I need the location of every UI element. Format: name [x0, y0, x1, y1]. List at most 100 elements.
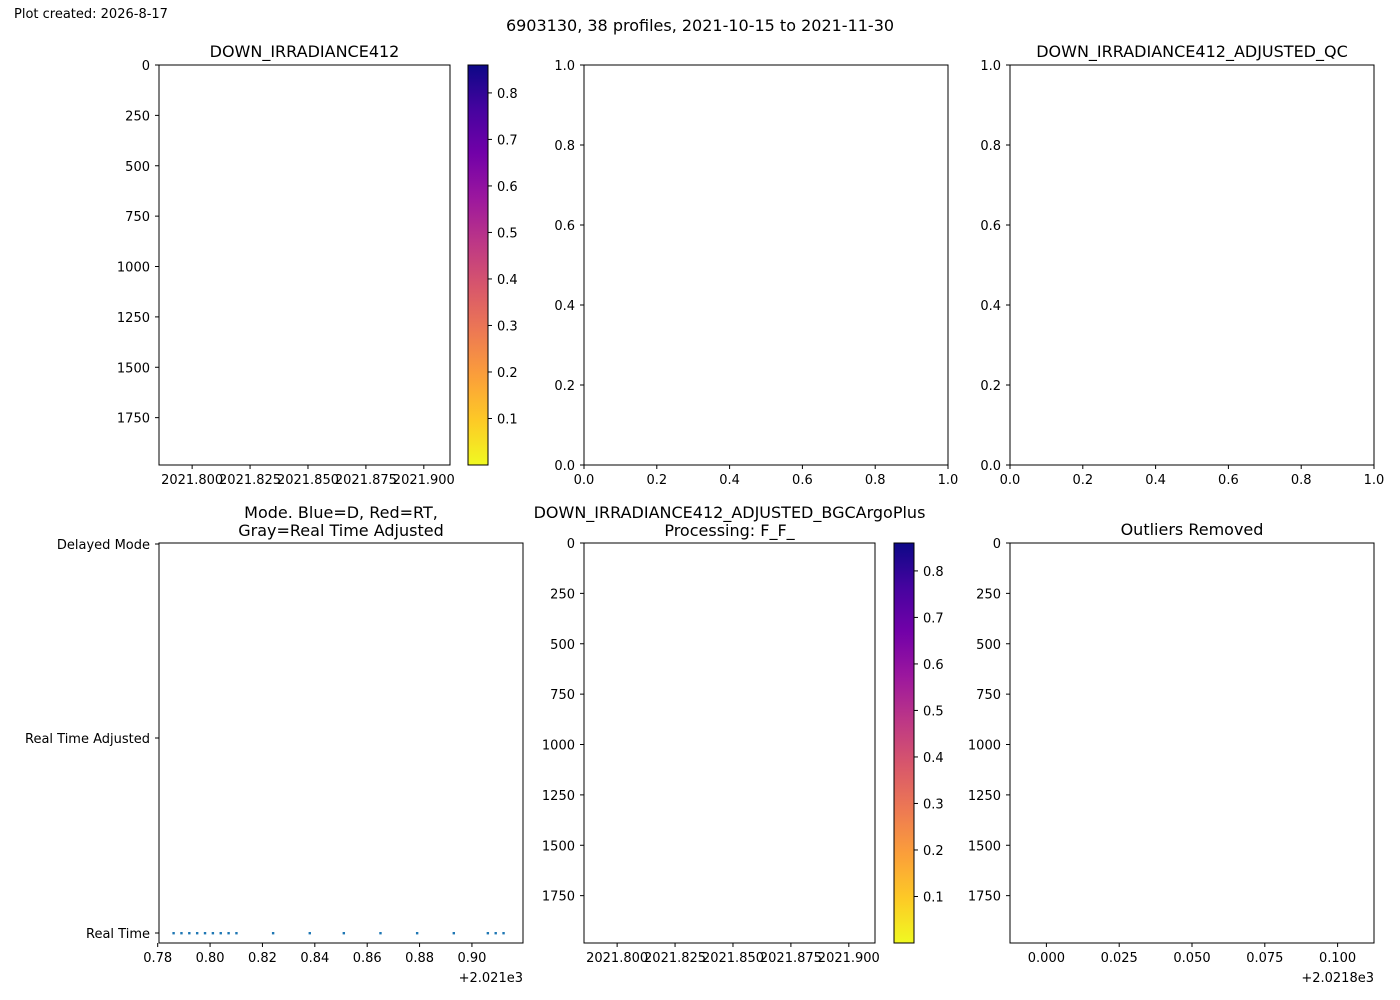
p2-x-tick: 0.8	[865, 473, 886, 488]
p1-y-tick: 750	[125, 210, 150, 225]
p4-x-tick: 0.88	[405, 951, 434, 966]
p1-x-tick: 2021.875	[335, 473, 397, 488]
p2-axes	[583, 64, 949, 466]
p2-y-tick: 0.8	[554, 139, 575, 154]
p2-y-tick: 0.6	[554, 219, 575, 234]
p2-x-tick: 0.6	[792, 473, 813, 488]
p3-x-tick: 0.2	[1072, 473, 1093, 488]
p2-x-tick: 0.0	[574, 473, 595, 488]
p4-point	[227, 932, 230, 935]
p5-x-tick: 2021.800	[586, 951, 648, 966]
p4-point	[452, 932, 456, 935]
p5-y-tick: 250	[550, 587, 575, 602]
p6-y-tick: 1750	[968, 890, 1001, 905]
p4-y-tick: Delayed Mode	[57, 538, 150, 553]
p4-point	[195, 932, 199, 935]
p2-x-tick: 0.2	[646, 473, 667, 488]
p4-point	[308, 932, 311, 935]
p6-y-tick: 0	[993, 537, 1001, 552]
p4-axes	[158, 542, 524, 944]
p2-x-tick: 0.4	[719, 473, 740, 488]
p6-y-tick: 250	[976, 587, 1001, 602]
p5-y-tick: 1000	[542, 739, 575, 754]
p6-y-tick: 750	[976, 688, 1001, 703]
p1-colorbar-tick: 0.5	[497, 226, 518, 241]
p5-y-tick: 1250	[542, 789, 575, 804]
p6-x-tick: 0.000	[1028, 951, 1065, 966]
p4-x-offset: +2.021e3	[459, 971, 523, 986]
figure-title: 6903130, 38 profiles, 2021-10-15 to 2021…	[505, 16, 895, 35]
p5-title: DOWN_IRRADIANCE412_ADJUSTED_BGCArgoPlus	[534, 503, 926, 523]
p6-x-tick: 0.050	[1173, 951, 1210, 966]
p3-y-tick: 0.4	[980, 299, 1001, 314]
p1-axes	[158, 64, 451, 466]
p4-x-tick: 0.86	[353, 951, 382, 966]
p5-y-tick: 750	[550, 688, 575, 703]
p1-colorbar-tick: 0.1	[497, 412, 518, 427]
p2-y-tick: 0.4	[554, 299, 575, 314]
p5-y-tick: 1750	[542, 890, 575, 905]
p4-x-tick: 0.78	[143, 951, 172, 966]
p1-y-tick: 0	[142, 59, 150, 74]
p4-point	[502, 932, 505, 935]
p2-y-tick: 0.0	[554, 459, 575, 474]
p1-y-tick: 500	[125, 160, 150, 175]
p1-colorbar-tick: 0.8	[497, 87, 518, 102]
p4-point	[180, 932, 183, 935]
p6-x-tick: 0.100	[1319, 951, 1356, 966]
p3-y-tick: 1.0	[980, 59, 1001, 74]
p4-point	[271, 932, 275, 935]
p1-title: DOWN_IRRADIANCE412	[210, 42, 400, 62]
p4-point	[211, 932, 215, 935]
p2-x-tick: 1.0	[938, 473, 959, 488]
p5-colorbar-tick: 0.5	[923, 704, 944, 719]
p5-colorbar	[893, 542, 915, 944]
p1-x-tick: 2021.900	[393, 473, 455, 488]
p5-colorbar-tick: 0.3	[923, 797, 944, 812]
p4-y-tick: Real Time Adjusted	[25, 732, 150, 747]
p5-colorbar-tick: 0.2	[923, 844, 944, 859]
p1-y-tick: 1250	[117, 311, 150, 326]
p5-y-tick: 500	[550, 638, 575, 653]
p5-x-tick: 2021.875	[760, 951, 822, 966]
p4-point	[188, 932, 191, 935]
p1-x-tick: 2021.800	[161, 473, 223, 488]
p1-y-tick: 250	[125, 109, 150, 124]
p5-y-tick: 0	[567, 537, 575, 552]
p3-y-tick: 0.8	[980, 139, 1001, 154]
p5-x-tick: 2021.825	[644, 951, 706, 966]
p5-title-line2: Processing: F_F_	[664, 521, 795, 541]
p5-colorbar-tick: 0.1	[923, 890, 944, 905]
p2-y-tick: 1.0	[554, 59, 575, 74]
p3-y-tick: 0.6	[980, 219, 1001, 234]
p1-y-tick: 1000	[117, 261, 150, 276]
p4-point	[379, 932, 382, 935]
p6-title: Outliers Removed	[1121, 520, 1264, 539]
p5-colorbar-tick: 0.4	[923, 751, 944, 766]
p6-y-tick: 1500	[968, 839, 1001, 854]
p4-point	[172, 932, 175, 935]
p4-point	[486, 932, 490, 935]
p6-y-tick: 500	[976, 638, 1001, 653]
p1-y-tick: 1500	[117, 361, 150, 376]
p1-colorbar-tick: 0.7	[497, 133, 518, 148]
p5-colorbar-tick: 0.7	[923, 611, 944, 626]
p3-y-tick: 0.0	[980, 459, 1001, 474]
p3-x-tick: 0.0	[1000, 473, 1021, 488]
p5-x-tick: 2021.900	[818, 951, 880, 966]
p2-y-tick: 0.2	[554, 379, 575, 394]
p3-x-tick: 0.6	[1218, 473, 1239, 488]
p1-colorbar-tick: 0.3	[497, 319, 518, 334]
plot-created-label: Plot created: 2026-8-17	[14, 7, 168, 22]
p5-x-tick: 2021.850	[702, 951, 764, 966]
p3-x-tick: 1.0	[1364, 473, 1385, 488]
p6-axes	[1009, 542, 1375, 944]
p6-y-tick: 1000	[968, 739, 1001, 754]
p5-y-tick: 1500	[542, 839, 575, 854]
p4-y-tick: Real Time	[86, 927, 150, 942]
p1-colorbar	[467, 64, 489, 466]
p4-point	[494, 932, 497, 935]
p3-axes	[1009, 64, 1375, 466]
p4-x-tick: 0.84	[300, 951, 329, 966]
